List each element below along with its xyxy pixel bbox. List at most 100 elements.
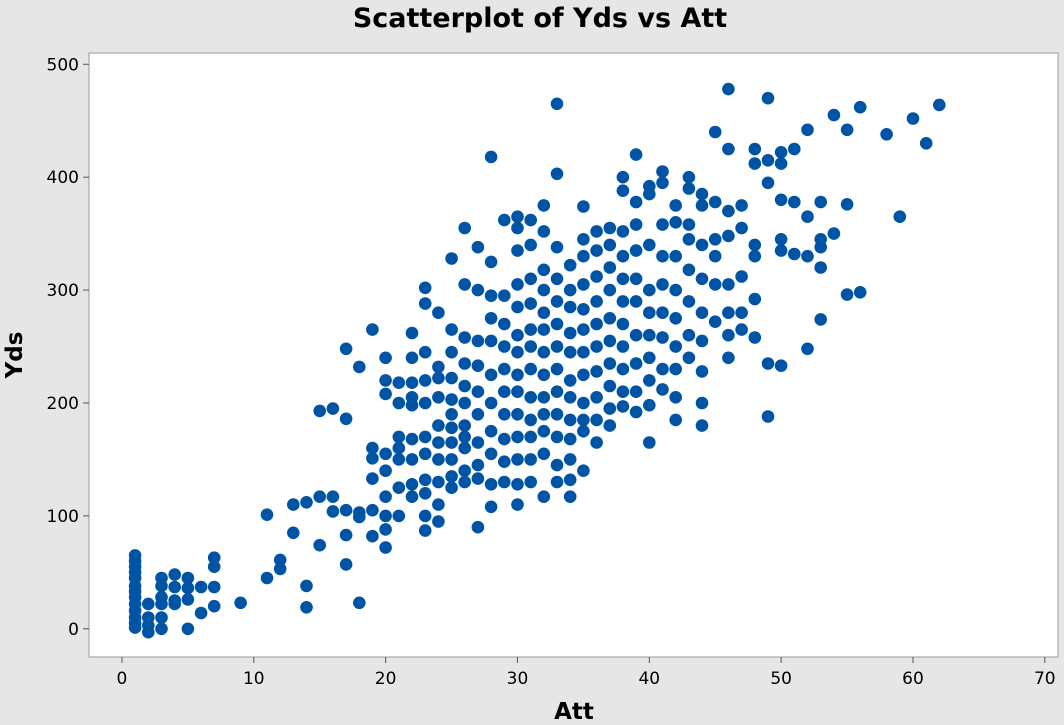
scatter-point [629, 272, 643, 286]
scatter-point [550, 475, 564, 489]
scatter-point [300, 601, 313, 614]
scatter-point [418, 447, 432, 461]
scatter-point [577, 413, 590, 427]
scatter-point [537, 424, 551, 438]
scatter-point [458, 430, 472, 444]
scatter-point [537, 368, 551, 382]
scatter-point [379, 523, 392, 536]
scatter-point [643, 187, 656, 201]
scatter-point [577, 278, 590, 291]
scatter-point [761, 91, 775, 105]
scatter-point [550, 317, 564, 331]
scatter-point [339, 412, 353, 426]
scatter-point [603, 283, 617, 297]
scatter-point [524, 340, 537, 353]
scatter-point [656, 306, 669, 320]
scatter-point [616, 400, 630, 413]
scatter-point [550, 458, 564, 472]
scatter-point [563, 413, 577, 427]
scatter-point [511, 478, 524, 491]
scatter-point [155, 579, 168, 593]
scatter-point [616, 295, 630, 308]
scatter-point [669, 199, 682, 212]
scatter-point [379, 509, 392, 523]
scatter-point [128, 621, 142, 634]
scatter-point [616, 272, 630, 286]
scatter-point [392, 481, 406, 495]
scatter-point [788, 247, 801, 261]
scatter-point [656, 331, 669, 344]
scatter-point [168, 580, 181, 594]
scatter-point [853, 100, 867, 114]
scatter-point [537, 199, 551, 212]
x-axis: 0 10 20 30 40 50 60 70 [117, 657, 1056, 689]
x-tick-label: 0 [117, 669, 128, 689]
scatter-point [498, 213, 511, 227]
scatter-point [432, 306, 445, 320]
scatter-point [418, 487, 432, 500]
scatter-point [524, 362, 537, 376]
scatter-point [682, 182, 696, 195]
scatter-point [840, 198, 854, 211]
scatter-point [537, 345, 551, 359]
scatter-point [392, 509, 406, 523]
scatter-point [669, 362, 682, 376]
scatter-point [445, 252, 458, 265]
scatter-point [603, 357, 617, 370]
scatter-point [748, 142, 762, 156]
scatter-point [484, 255, 498, 269]
y-axis: 0 100 200 300 400 500 [47, 55, 89, 640]
scatter-point [484, 478, 498, 491]
scatter-point [577, 396, 590, 410]
scatter-point [287, 526, 300, 540]
scatter-point [656, 218, 669, 231]
scatter-point [498, 289, 511, 303]
scatter-point [366, 323, 379, 336]
scatter-point [511, 278, 524, 291]
scatter-point [471, 283, 485, 297]
scatter-point [207, 580, 221, 594]
scatter-point [563, 374, 577, 387]
scatter-point [313, 538, 327, 552]
scatter-point [458, 441, 472, 455]
scatter-point [788, 195, 801, 209]
scatter-point [511, 385, 524, 399]
scatter-point [432, 498, 445, 511]
scatter-point [445, 453, 458, 466]
scatter-point [629, 385, 643, 399]
scatter-point [603, 379, 617, 393]
scatter-point [840, 288, 854, 301]
scatter-point [682, 233, 696, 246]
scatter-point [432, 360, 445, 374]
scatter-point [577, 200, 590, 213]
scatter-point [524, 323, 537, 336]
scatter-point [524, 213, 537, 227]
scatter-point [590, 340, 603, 353]
scatter-point [708, 249, 722, 263]
scatter-point [379, 387, 392, 401]
scatter-point [708, 233, 722, 246]
scatter-point [563, 258, 577, 272]
scatter-point [181, 571, 195, 585]
scatter-point [656, 362, 669, 376]
scatter-points [128, 82, 946, 639]
scatter-point [511, 498, 524, 511]
scatter-point [392, 441, 406, 455]
scatter-point [458, 379, 472, 393]
scatter-point [484, 334, 498, 348]
scatter-point [643, 238, 656, 252]
scatter-point [537, 490, 551, 504]
scatter-point [603, 221, 617, 235]
scatter-point [366, 472, 379, 485]
scatter-point [418, 345, 432, 359]
y-axis-label: Yds [2, 332, 28, 380]
scatter-point [656, 383, 669, 396]
y-tick-label: 500 [47, 55, 79, 75]
chart-title: Scatterplot of Yds vs Att [353, 3, 727, 34]
scatter-point [695, 334, 709, 348]
scatter-point [260, 508, 274, 521]
scatter-point [616, 249, 630, 263]
scatter-point [590, 317, 603, 331]
scatter-point [445, 481, 458, 495]
scatter-point [695, 396, 709, 410]
